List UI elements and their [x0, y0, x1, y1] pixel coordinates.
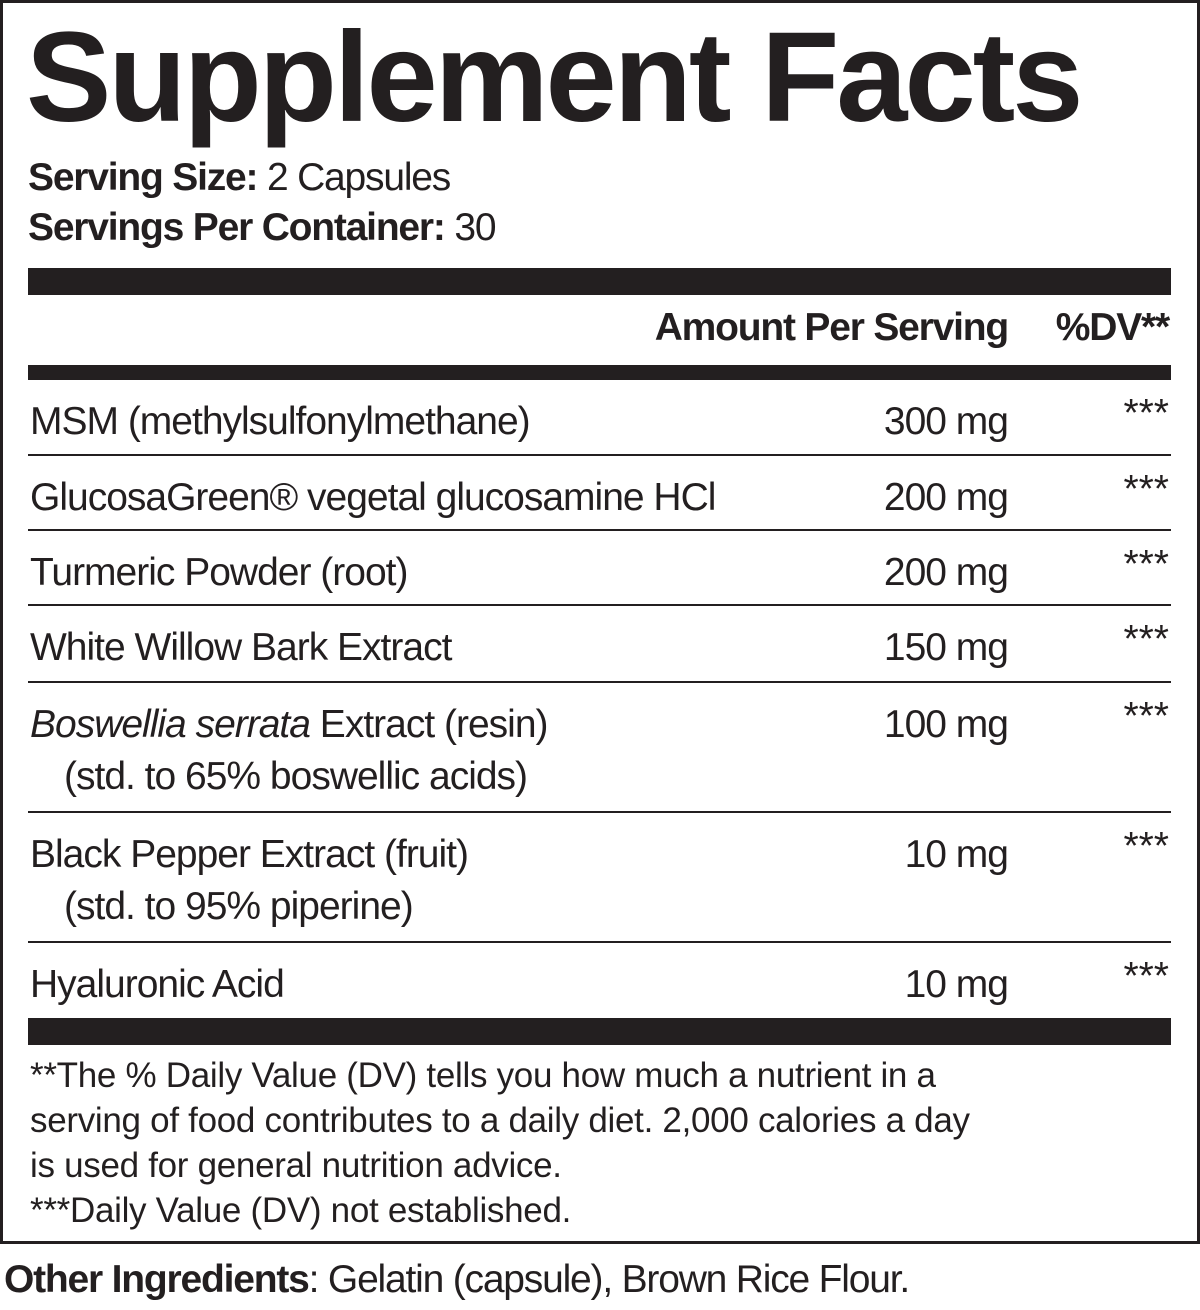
ingredient-row: Black Pepper Extract (fruit) (std. to 95%… — [28, 813, 1171, 943]
other-ingredients-value: : Gelatin (capsule), Brown Rice Flour. — [308, 1258, 911, 1301]
ingredient-dv: *** — [1123, 825, 1169, 868]
ingredient-row: Boswellia serrata Extract (resin) (std. t… — [28, 683, 1171, 813]
ingredient-dv: *** — [1123, 695, 1169, 738]
ingredient-amount: 200 mg — [883, 476, 1009, 519]
ingredient-name: Hyaluronic Acid — [30, 963, 285, 1006]
ingredient-amount: 200 mg — [883, 551, 1009, 594]
ingredient-row: MSM (methylsulfonylmethane) 300 mg *** — [28, 380, 1171, 456]
ingredient-name-rest: Extract (resin) — [309, 703, 549, 746]
supplement-facts-panel — [0, 0, 1200, 1244]
serving-size-value: 2 Capsules — [266, 156, 451, 199]
footnote-line: ***Daily Value (DV) not established. — [30, 1191, 572, 1230]
ingredient-amount: 300 mg — [883, 400, 1009, 443]
footnote-line: is used for general nutrition advice. — [30, 1146, 562, 1185]
servings-per-container-label: Servings Per Container: — [28, 206, 446, 249]
thick-divider — [28, 268, 1171, 295]
ingredient-row: White Willow Bark Extract 150 mg *** — [28, 606, 1171, 683]
ingredient-amount: 150 mg — [883, 626, 1009, 669]
ingredient-dv: *** — [1123, 392, 1169, 435]
dv-header: %DV** — [1055, 306, 1170, 349]
ingredient-dv: *** — [1123, 468, 1169, 511]
ingredient-dv: *** — [1123, 955, 1169, 998]
ingredient-standardization: (std. to 95% piperine) — [64, 885, 414, 928]
other-ingredients: Other Ingredients: Gelatin (capsule), Br… — [4, 1258, 911, 1302]
other-ingredients-label: Other Ingredients — [4, 1258, 310, 1301]
ingredient-name: Boswellia serrata Extract (resin) (std. t… — [30, 699, 549, 803]
ingredient-dv: *** — [1123, 618, 1169, 661]
footnote-line: **The % Daily Value (DV) tells you how m… — [30, 1056, 936, 1095]
medium-divider — [28, 365, 1171, 380]
servings-per-container-value: 30 — [454, 206, 496, 249]
amount-header: Amount Per Serving — [654, 306, 1010, 349]
panel-title: Supplement Facts — [26, 6, 1083, 149]
thick-divider — [28, 1018, 1171, 1045]
ingredient-name: Turmeric Powder (root) — [30, 551, 408, 594]
serving-size-label: Serving Size: — [28, 156, 259, 199]
ingredient-name: MSM (methylsulfonylmethane) — [30, 400, 531, 443]
servings-per-container: Servings Per Container: 30 — [28, 206, 497, 250]
ingredient-amount: 10 mg — [904, 963, 1009, 1006]
ingredient-standardization: (std. to 65% boswellic acids) — [64, 755, 528, 798]
ingredient-row: Turmeric Powder (root) 200 mg *** — [28, 531, 1171, 606]
footnote-line: serving of food contributes to a daily d… — [30, 1101, 970, 1140]
footnotes: **The % Daily Value (DV) tells you how m… — [30, 1053, 970, 1233]
ingredient-row: Hyaluronic Acid 10 mg *** — [28, 943, 1171, 1018]
ingredient-name: Black Pepper Extract (fruit) (std. to 95%… — [30, 829, 469, 933]
ingredient-name-main: Black Pepper Extract (fruit) — [30, 833, 469, 876]
ingredient-amount: 10 mg — [904, 833, 1009, 876]
ingredient-name: GlucosaGreen® vegetal glucosamine HCl — [30, 476, 716, 519]
ingredient-amount: 100 mg — [883, 703, 1009, 746]
ingredient-row: GlucosaGreen® vegetal glucosamine HCl 20… — [28, 456, 1171, 531]
ingredient-dv: *** — [1123, 543, 1169, 586]
serving-size: Serving Size: 2 Capsules — [28, 156, 451, 200]
ingredient-name-italic: Boswellia serrata — [30, 703, 311, 746]
ingredient-name: White Willow Bark Extract — [30, 626, 452, 669]
